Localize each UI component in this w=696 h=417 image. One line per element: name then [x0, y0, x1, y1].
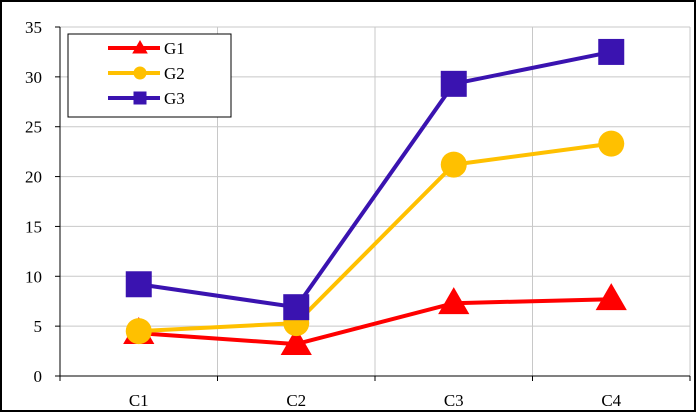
- y-tick-label: 25: [25, 118, 42, 137]
- legend-marker: [133, 66, 147, 80]
- series-line: [138, 49, 612, 310]
- x-tick-label: C3: [444, 391, 464, 410]
- axes: 0 5 10 15 20 25 30 35 C1 C2 C3 C4: [25, 18, 691, 410]
- legend: G1 G2 G3: [67, 33, 232, 118]
- data-point: [598, 130, 625, 157]
- y-tick-label: 20: [25, 168, 42, 187]
- series-line: [138, 297, 612, 347]
- x-tick-label: C1: [129, 391, 149, 410]
- legend-marker: [132, 39, 148, 54]
- data-point: [440, 151, 467, 178]
- data-point: [595, 283, 627, 311]
- data-point: [125, 318, 152, 345]
- data-point: [440, 70, 467, 97]
- legend-marker: [133, 91, 147, 105]
- series-g2: [125, 130, 625, 345]
- series-line: [138, 141, 612, 334]
- y-tick-label: 0: [34, 367, 43, 386]
- legend-label: G2: [164, 64, 185, 83]
- data-point: [280, 327, 312, 356]
- y-tick-label: 10: [25, 267, 42, 286]
- legend-label: G3: [164, 89, 185, 108]
- legend-label: G1: [164, 39, 185, 58]
- data-point: [598, 38, 625, 65]
- x-tick-label: C2: [286, 391, 306, 410]
- gridlines: [60, 26, 691, 376]
- data-point: [125, 271, 152, 298]
- data-point: [283, 294, 310, 321]
- series-g3: [125, 38, 625, 321]
- y-tick-label: 35: [25, 18, 42, 37]
- data-point: [438, 287, 470, 315]
- y-tick-label: 5: [34, 317, 43, 336]
- x-tick-label: C4: [601, 391, 621, 410]
- series-layer: [123, 38, 627, 356]
- y-tick-label: 30: [25, 68, 42, 87]
- y-tick-label: 15: [25, 217, 42, 236]
